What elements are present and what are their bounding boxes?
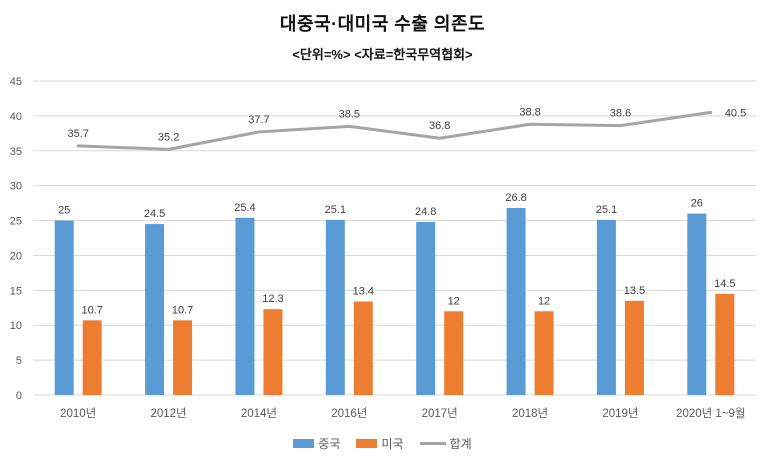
- bar-label-china: 25: [58, 205, 70, 217]
- bar-label-china: 26.8: [505, 192, 526, 204]
- y-tick-label: 10: [10, 320, 22, 332]
- x-tick-label: 2019년: [602, 407, 638, 420]
- bar-label-usa: 12: [448, 295, 460, 307]
- y-tick-label: 0: [16, 390, 22, 402]
- bar-label-usa: 13.4: [353, 285, 374, 297]
- line-label-total: 38.5: [339, 108, 360, 120]
- bar-usa: [624, 300, 644, 395]
- bar-label-china: 25.1: [596, 204, 617, 216]
- line-label-total: 35.2: [158, 131, 179, 143]
- y-tick-label: 35: [10, 146, 22, 158]
- x-tick-label: 2016년: [331, 407, 367, 420]
- bar-label-china: 24.5: [144, 208, 165, 220]
- bar-label-china: 24.8: [415, 206, 436, 218]
- x-tick-label: 2014년: [241, 407, 277, 420]
- line-label-total: 36.8: [429, 120, 450, 132]
- bar-label-china: 25.1: [325, 204, 346, 216]
- bar-usa: [82, 320, 102, 395]
- x-tick-label: 2012년: [150, 407, 186, 420]
- bar-label-china: 26: [691, 198, 703, 210]
- legend-item-total: 합계: [419, 435, 472, 452]
- bar-label-usa: 13.5: [624, 285, 645, 297]
- x-tick-label: 2017년: [422, 407, 458, 420]
- bar-usa: [715, 293, 735, 395]
- y-tick-label: 40: [10, 111, 22, 123]
- bar-china: [325, 219, 345, 395]
- legend-label-china: 중국: [318, 436, 341, 451]
- line-label-total: 38.8: [519, 106, 540, 118]
- x-tick-label: 2018년: [512, 407, 548, 420]
- bar-usa: [263, 309, 283, 395]
- legend-swatch-usa: [356, 438, 378, 448]
- x-tick-label: 2020년 1~9월: [676, 407, 745, 420]
- bar-usa: [173, 320, 193, 395]
- bar-label-china: 25.4: [234, 202, 255, 214]
- chart-title: 대중국·대미국 수출 의존도: [279, 14, 486, 34]
- chart-legend: 중국 미국 합계: [0, 434, 765, 452]
- y-tick-label: 25: [10, 216, 22, 228]
- y-tick-label: 5: [16, 355, 22, 367]
- bar-china: [145, 224, 165, 395]
- x-tick-label: 2010년: [60, 407, 96, 420]
- bar-label-usa: 14.5: [714, 278, 735, 290]
- bar-label-usa: 12: [538, 295, 550, 307]
- legend-label-usa: 미국: [381, 436, 404, 451]
- legend-swatch-total: [419, 441, 446, 445]
- line-total: [76, 110, 713, 151]
- legend-label-total: 합계: [449, 436, 472, 451]
- bar-usa: [534, 311, 554, 395]
- bar-china: [54, 220, 74, 395]
- bar-china: [235, 217, 255, 395]
- line-label-total: 40.5: [725, 107, 746, 119]
- legend-swatch-china: [293, 438, 315, 448]
- chart-subtitle: <단위=%> <자료=한국무역협회>: [292, 47, 473, 62]
- bar-china: [687, 213, 707, 395]
- bar-usa: [444, 311, 464, 395]
- line-label-total: 37.7: [248, 114, 269, 126]
- line-label-total: 35.7: [67, 128, 88, 140]
- y-tick-label: 45: [10, 76, 22, 88]
- bar-china: [416, 221, 436, 395]
- bar-label-usa: 10.7: [172, 304, 193, 316]
- y-tick-label: 30: [10, 181, 22, 193]
- legend-item-china: 중국: [293, 435, 340, 452]
- y-tick-label: 20: [10, 250, 22, 262]
- y-tick-label: 15: [10, 285, 22, 297]
- bar-label-usa: 12.3: [262, 293, 283, 305]
- bar-china: [596, 219, 616, 395]
- bar-china: [506, 207, 526, 395]
- bar-usa: [353, 301, 373, 395]
- legend-item-usa: 미국: [356, 435, 404, 452]
- bar-label-usa: 10.7: [81, 304, 102, 316]
- line-label-total: 38.6: [610, 108, 631, 120]
